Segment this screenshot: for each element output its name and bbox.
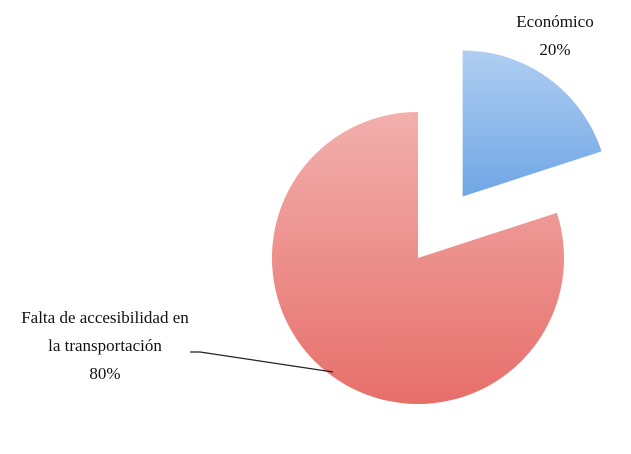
- value-label: 80%: [89, 364, 121, 383]
- category-label: Falta de accesibilidad en la transportac…: [21, 308, 189, 355]
- leader-line: [190, 351, 334, 373]
- value-label: 20%: [539, 40, 571, 59]
- slice-shine: [462, 50, 602, 197]
- category-label: Económico: [516, 12, 594, 31]
- slice-label: Falta de accesibilidad en la transportac…: [20, 304, 190, 388]
- slice-label: Económico 20%: [490, 8, 620, 64]
- slice-shine: [272, 112, 564, 404]
